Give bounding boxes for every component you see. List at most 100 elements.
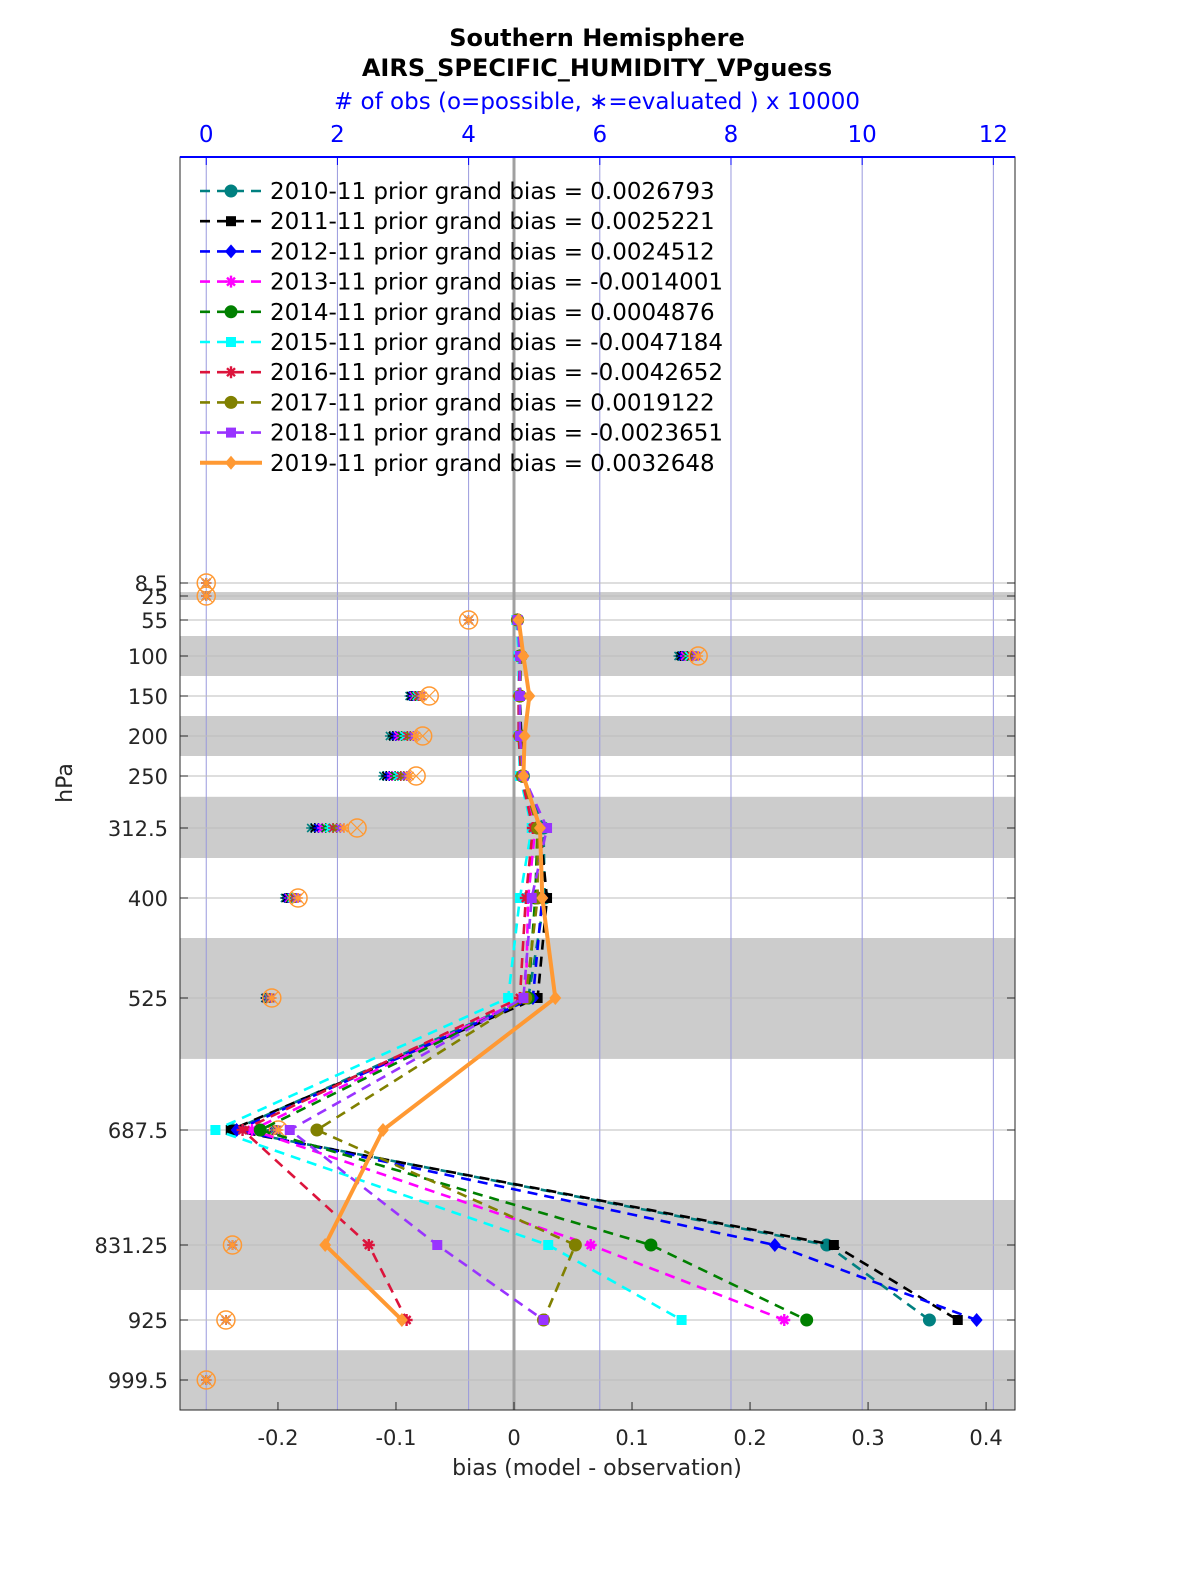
top-tick-label: 12 [979,122,1008,148]
series-point-2015-11 [210,1125,221,1135]
series-point-2014-11 [800,1313,814,1327]
legend-label-2017-11: 2017-11 prior grand bias = 0.0019122 [270,390,715,416]
possible-obs-marker [347,818,367,838]
possible-obs-marker [288,888,308,908]
x-tick-label: 0 [507,1426,520,1450]
legend-label-2011-11: 2011-11 prior grand bias = 0.0025221 [270,209,715,235]
y-tick-label: 525 [128,987,168,1011]
possible-obs-marker [196,1370,216,1390]
possible-obs-marker [291,891,305,905]
possible-obs-marker [219,1313,233,1327]
legend-label-2010-11: 2010-11 prior grand bias = 0.0026793 [270,179,715,205]
x-tick-label: 0.3 [851,1426,884,1450]
top-tick-label: 2 [330,122,345,148]
possible-obs-marker [458,610,479,630]
chart-subtitle: AIRS_SPECIFIC_HUMIDITY_VPguess [362,54,832,82]
legend: 2010-11 prior grand bias = 0.0026793 2011… [200,179,723,477]
series-point-2019-11 [536,891,549,905]
top-axis-label: # of obs (o=possible, ∗=evaluated ) x 10… [334,89,860,115]
y-tick-label: 25 [141,585,168,609]
series-point-2016-11 [362,1239,375,1251]
series-point-2019-11 [523,689,536,703]
series-point-2015-11 [503,993,514,1003]
x-tick-label: 0.1 [615,1426,648,1450]
possible-obs-marker [271,1123,285,1137]
x-axis-label: bias (model - observation) [452,1456,742,1481]
series-point-2018-11 [514,691,525,701]
evaluated-obs-marker [338,823,349,833]
legend-marker-2010-11 [224,184,238,198]
y-tick-label: 100 [128,645,168,669]
possible-obs-marker [262,988,282,1008]
legend-marker-2018-11 [226,427,236,438]
series-point-2015-11 [543,1240,554,1250]
plot-frame-top [180,156,1015,158]
possible-obs-marker [462,613,476,627]
series-point-2018-11 [538,1315,549,1325]
series-point-2018-11 [284,1125,295,1135]
possible-obs-marker [196,586,216,606]
possible-obs-marker [412,726,433,746]
legend-marker-2019-11 [225,455,237,470]
legend-label-2018-11: 2018-11 prior grand bias = -0.0023651 [270,421,723,447]
x-tick-label: 0.4 [969,1426,1002,1450]
x-tick-label: -0.2 [257,1426,298,1450]
possible-obs-marker [406,766,426,786]
possible-obs-marker [419,686,440,706]
legend-label-2014-11: 2014-11 prior grand bias = 0.0004876 [270,300,715,326]
shaded-band [180,796,1015,858]
series-point-2013-11 [584,1239,597,1251]
legend-marker-2011-11 [226,216,236,227]
series-point-2015-11 [676,1315,687,1325]
x-tick-label: -0.1 [375,1426,416,1450]
legend-marker-2014-11 [224,305,238,319]
possible-obs-marker [199,576,213,590]
series-point-2014-11 [253,1123,267,1137]
legend-marker-2017-11 [224,395,238,409]
series-point-2016-11 [236,1124,249,1136]
series-point-2017-11 [310,1123,324,1137]
y-tick-label: 150 [128,685,168,709]
y-tick-label: 200 [128,725,168,749]
series-point-2019-11 [395,1313,408,1327]
y-tick-label: 8.5 [135,572,168,596]
chart-title: Southern Hemisphere [449,24,745,52]
top-tick-label: 6 [592,122,607,148]
series-point-2013-11 [245,1124,258,1136]
legend-marker-2012-11 [225,244,237,259]
series-point-2018-11 [518,993,529,1003]
series-point-2018-11 [432,1240,443,1250]
y-tick-label: 55 [141,609,168,633]
y-tick-label: 312.5 [108,817,168,841]
legend-marker-2013-11 [225,275,237,288]
y-tick-label: 400 [128,887,168,911]
evaluated-obs-marker [417,691,428,701]
y-tick-label: 925 [128,1309,168,1333]
series-point-2012-11 [970,1313,983,1327]
series-point-2018-11 [542,823,553,833]
possible-obs-marker [416,729,430,743]
top-tick-label: 8 [724,122,739,148]
series-point-2019-11 [518,729,531,743]
legend-label-2015-11: 2015-11 prior grand bias = -0.0047184 [270,330,723,356]
x-tick-label: 0.2 [733,1426,766,1450]
evaluated-obs-marker [404,771,415,781]
series-point-2014-11 [644,1238,658,1252]
series-point-2012-11 [768,1238,781,1252]
grid-lines [180,157,1015,1410]
series-point-2018-11 [526,893,537,903]
legend-label-2013-11: 2013-11 prior grand bias = -0.0014001 [270,270,723,296]
obs-count-markers [196,573,708,1390]
top-tick-label: 10 [848,122,877,148]
possible-obs-marker [199,589,213,603]
possible-obs-marker [422,689,436,703]
legend-label-2016-11: 2016-11 prior grand bias = -0.0042652 [270,360,723,386]
evaluated-obs-marker [411,731,422,741]
possible-obs-marker [350,821,364,835]
y-tick-label: 999.5 [108,1369,168,1393]
y-tick-label: 831.25 [95,1234,168,1258]
series-point-2011-11 [828,1240,839,1250]
legend-marker-2015-11 [226,337,236,347]
legend-marker-2016-11 [225,366,237,379]
